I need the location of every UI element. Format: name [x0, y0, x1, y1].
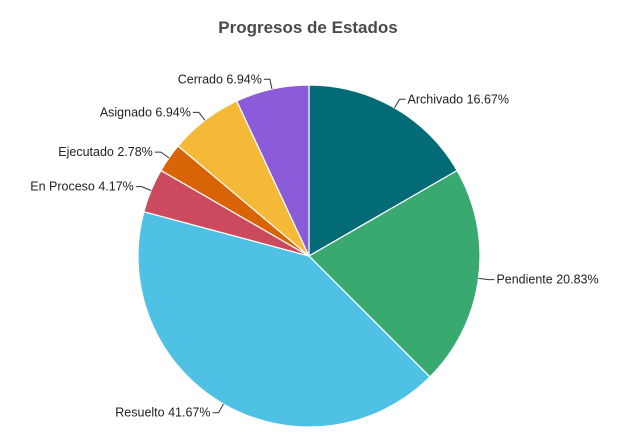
- data-label: Cerrado 6.94%: [178, 72, 262, 86]
- chart-title: Progresos de Estados: [218, 18, 398, 37]
- leader-line: [135, 186, 152, 191]
- data-label: Resuelto 41.67%: [115, 406, 210, 420]
- pie-slice-cerrado: [235, 84, 310, 257]
- data-label: Ejecutado 2.78%: [58, 145, 153, 159]
- leader-line: [394, 98, 406, 109]
- slice-labels: Archivado 16.67% Pendiente 20.83% Resuelto…: [30, 72, 598, 419]
- leader-line: [192, 111, 206, 121]
- pie-slices: [137, 84, 481, 428]
- leader-lines: [135, 78, 495, 414]
- pie-slice-pendiente: [308, 169, 481, 378]
- leader-line: [263, 78, 273, 90]
- leader-line: [478, 277, 495, 281]
- data-label: Archivado 16.67%: [408, 92, 509, 106]
- leader-line: [212, 403, 224, 414]
- data-label: Pendiente 20.83%: [496, 273, 598, 287]
- leader-line: [154, 151, 170, 159]
- data-label: Asignado 6.94%: [100, 105, 191, 119]
- data-label: En Proceso 4.17%: [30, 180, 134, 194]
- pie-slice-archivado: [308, 84, 458, 258]
